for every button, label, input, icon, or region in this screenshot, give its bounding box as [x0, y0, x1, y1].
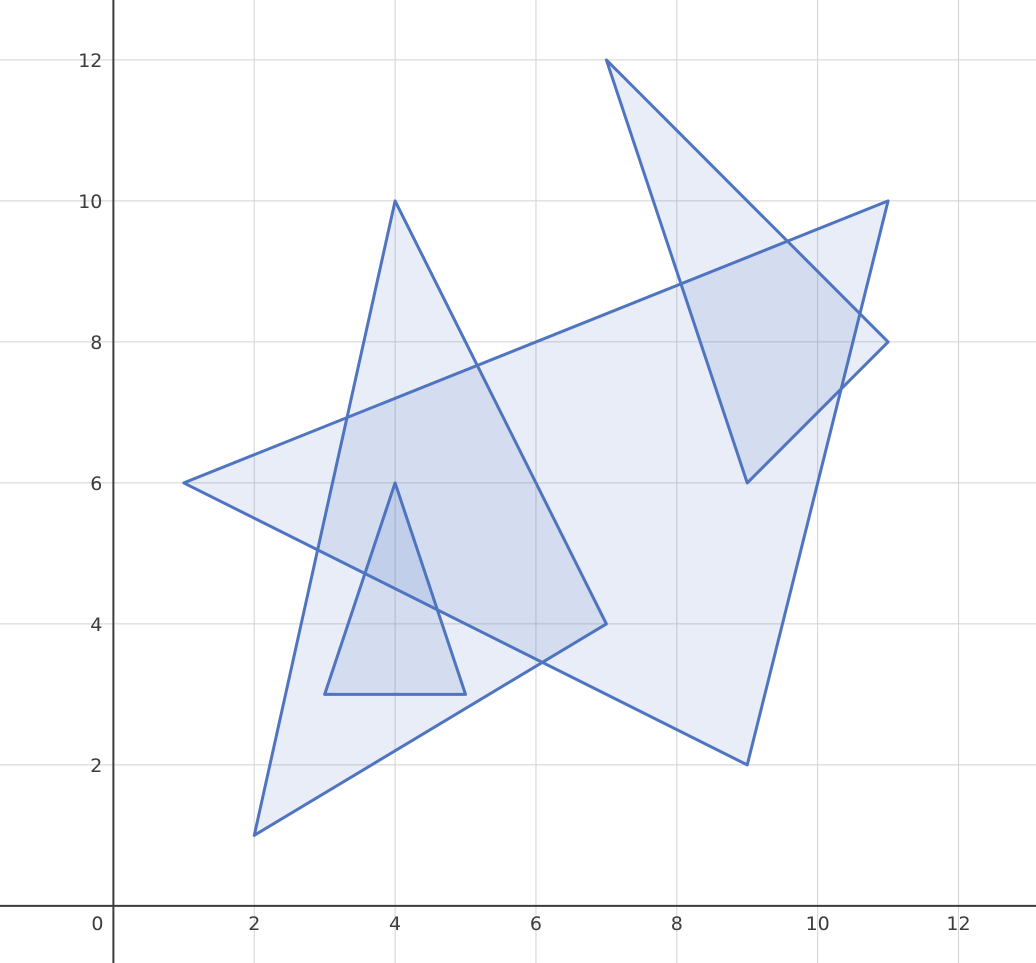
triangle-large-wide[interactable] — [182, 199, 890, 767]
x-tick-label: 10 — [806, 913, 830, 935]
triangle-tall-left[interactable] — [252, 199, 608, 837]
x-tick-label: 2 — [248, 913, 260, 935]
y-tick-label: 4 — [90, 614, 102, 636]
x-tick-label: 12 — [946, 913, 970, 935]
y-tick-label: 8 — [90, 332, 102, 354]
x-tick-label: 4 — [389, 913, 401, 935]
y-tick-label: 10 — [78, 191, 102, 213]
x-tick-label: 8 — [671, 913, 683, 935]
triangle-top-right[interactable] — [604, 58, 890, 485]
y-tick-label: 12 — [78, 50, 102, 72]
x-tick-label: 6 — [530, 913, 542, 935]
x-tick-label: 0 — [91, 913, 103, 935]
y-tick-label: 2 — [90, 755, 102, 777]
y-tick-label: 6 — [90, 473, 102, 495]
